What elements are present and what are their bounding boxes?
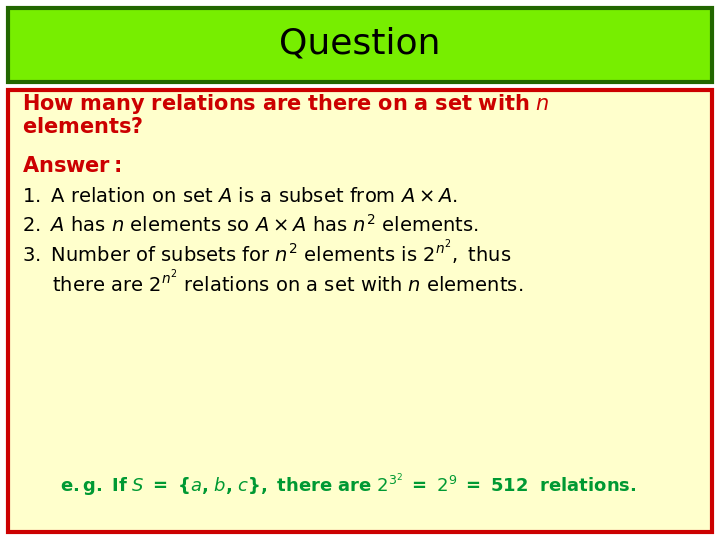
Text: Question: Question [279, 27, 441, 61]
Text: $\mathrm{3.\ Number\ of\ subsets\ for}\ \mathit{n}^2\ \mathrm{elements\ is}\ 2^{: $\mathrm{3.\ Number\ of\ subsets\ for}\ … [22, 239, 511, 267]
Text: $\mathrm{2.}\ \mathit{A}\ \mathrm{has}\ \mathit{n}\ \mathrm{elements\ so}\ \math: $\mathrm{2.}\ \mathit{A}\ \mathrm{has}\ … [22, 214, 479, 236]
Text: $\mathrm{there\ are}\ 2^{n^2}\ \mathrm{relations\ on\ a\ set\ with}\ \mathit{n}\: $\mathrm{there\ are}\ 2^{n^2}\ \mathrm{r… [52, 270, 523, 296]
Text: $\mathbf{elements?}$: $\mathbf{elements?}$ [22, 117, 143, 137]
Text: $\mathbf{e.g.\ If}\ \mathit{S}\ \mathbf{=\ \{}\mathit{a}\mathbf{,}\ \mathit{b}\m: $\mathbf{e.g.\ If}\ \mathit{S}\ \mathbf{… [60, 471, 636, 498]
Bar [8, 90, 712, 532]
Text: $\mathbf{Answer:}$: $\mathbf{Answer:}$ [22, 156, 121, 176]
Bar [8, 8, 712, 82]
Text: $\mathrm{1.\ A\ relation\ on\ set}\ \mathit{A}\ \mathrm{is\ a\ subset\ from}\ \m: $\mathrm{1.\ A\ relation\ on\ set}\ \mat… [22, 187, 458, 206]
Text: $\mathbf{How\ many\ relations\ are\ there\ on\ a\ set\ with}\ \mathit{n}$: $\mathbf{How\ many\ relations\ are\ ther… [22, 92, 550, 116]
